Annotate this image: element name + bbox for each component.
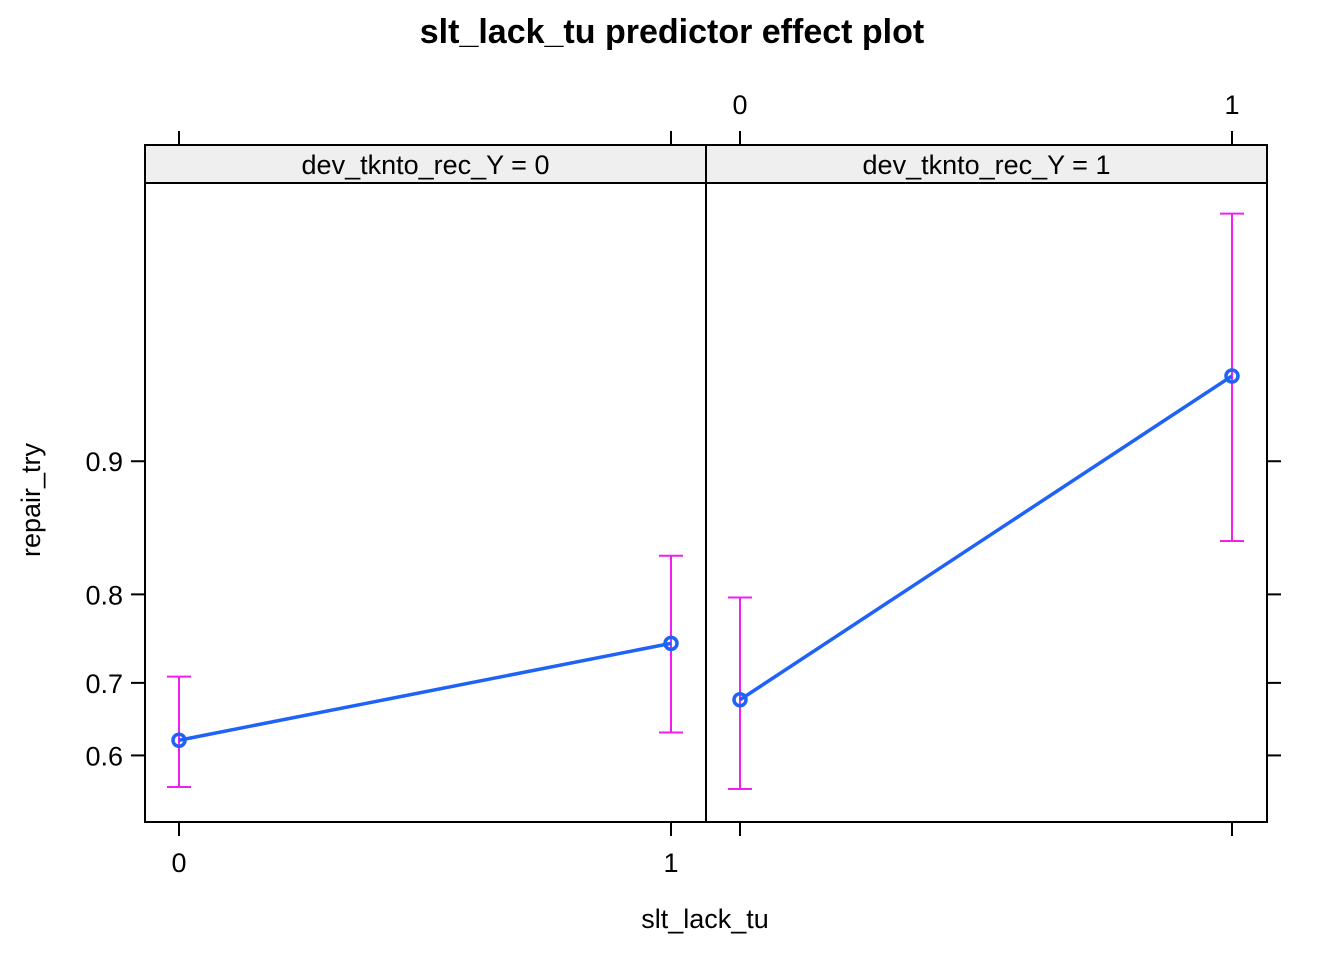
y-tick-label: 0.6 [85, 741, 123, 771]
panels-layer: dev_tknto_rec_Y = 0 0 1 dev_tknto_rec_Y = 1… [85, 90, 1281, 878]
x-axis-label: slt_lack_tu [641, 904, 769, 934]
effect-point [732, 691, 748, 708]
effect-point [171, 732, 187, 748]
x-tick-label-bottom: 0 [171, 848, 186, 878]
chart-title: slt_lack_tu predictor effect plot [420, 13, 924, 51]
effect-point [1224, 368, 1240, 384]
strip-label-2: dev_tknto_rec_Y = 1 [863, 150, 1111, 180]
effect-point [663, 635, 679, 652]
x-tick-label-bottom: 1 [663, 848, 678, 878]
effect-line [178, 641, 672, 742]
y-tick-label: 0.9 [85, 447, 123, 477]
strip-panel-1 [144, 144, 707, 184]
panel-frame-2 [705, 182, 1268, 823]
y-tick-label: 0.7 [85, 669, 123, 699]
effect-line [739, 374, 1233, 702]
panel-frame-1 [144, 182, 707, 823]
y-axis-label: repair_try [16, 442, 46, 557]
y-tick-label: 0.8 [85, 580, 123, 610]
x-tick-label-top: 1 [1224, 90, 1239, 120]
x-tick-label-top: 0 [732, 90, 747, 120]
strip-panel-2 [705, 144, 1268, 184]
strip-label-1: dev_tknto_rec_Y = 0 [302, 150, 550, 180]
